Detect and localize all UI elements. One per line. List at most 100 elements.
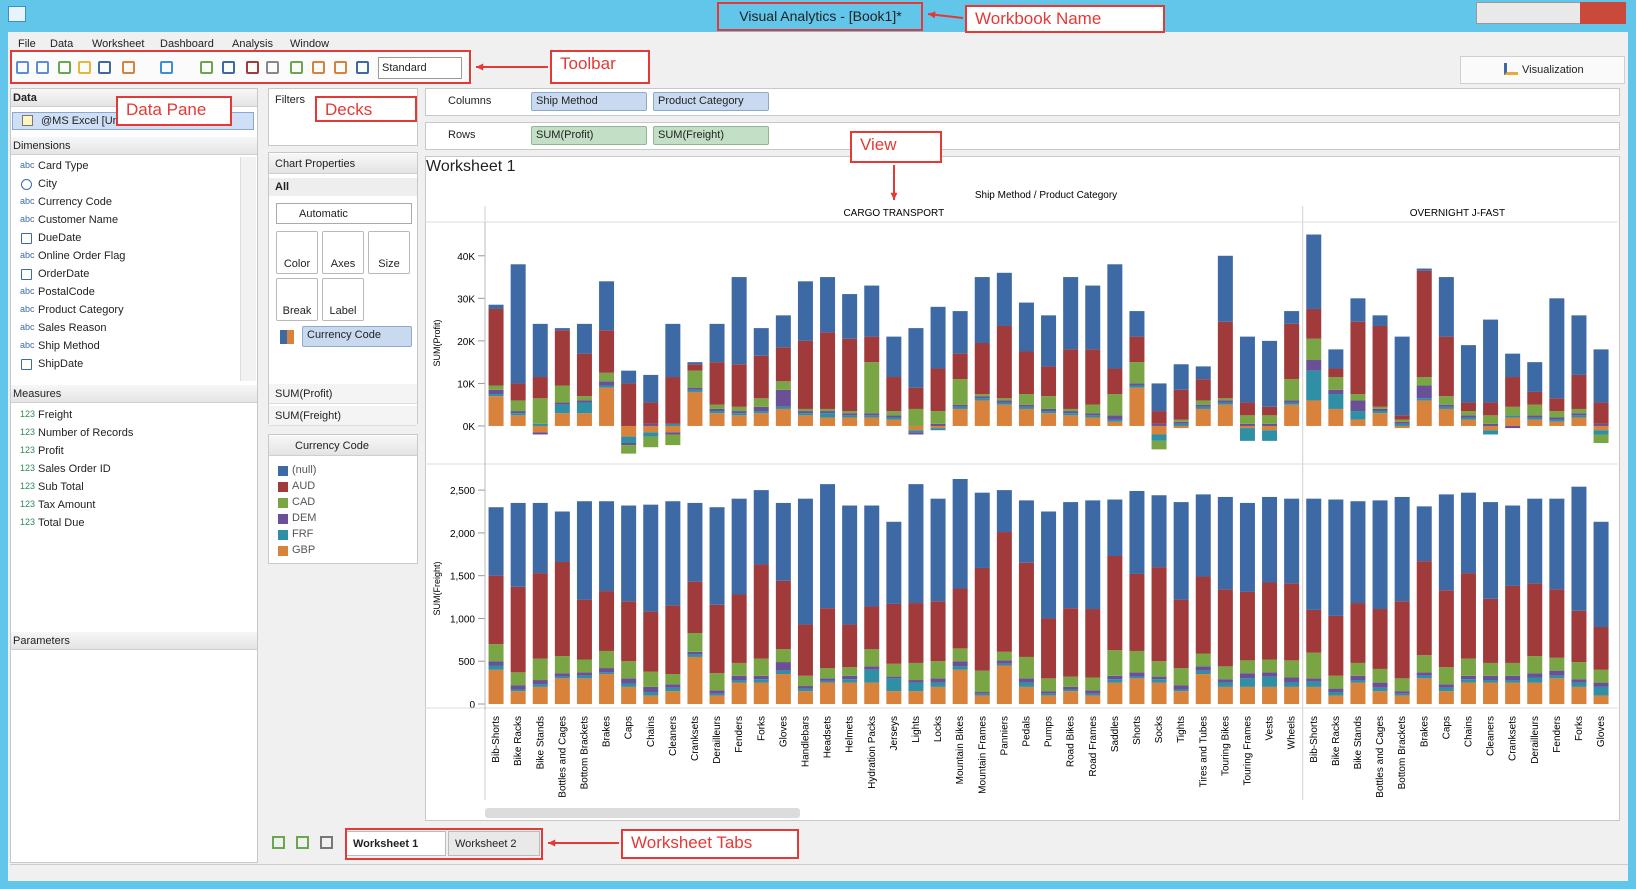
bar-segment [488, 575, 504, 645]
bar-segment [1195, 576, 1211, 654]
property-button[interactable]: Color [276, 231, 318, 274]
field-item[interactable]: Freight [38, 409, 73, 421]
bar-segment [488, 669, 504, 704]
toolbar-icon[interactable] [200, 61, 213, 74]
row-pill[interactable]: SUM(Profit) [531, 126, 647, 145]
field-type-icon: 123 [20, 463, 36, 473]
visualization-button[interactable] [1460, 56, 1625, 84]
legend-label[interactable]: DEM [292, 512, 317, 524]
menu-item[interactable]: Dashboard [160, 38, 214, 50]
toolbar-icon[interactable] [98, 61, 111, 74]
toolbar-icon[interactable] [246, 61, 259, 74]
column-pill[interactable]: Product Category [653, 92, 769, 111]
toolbar-icon[interactable] [356, 61, 369, 74]
bar-segment [1549, 298, 1565, 399]
bar-segment [731, 411, 747, 414]
mark-type-dropdown[interactable]: Automatic [276, 203, 412, 224]
legend-label[interactable]: GBP [292, 544, 316, 556]
field-item[interactable]: Card Type [38, 160, 89, 172]
property-button[interactable]: Size [368, 231, 410, 274]
row-pill[interactable]: SUM(Freight) [653, 126, 769, 145]
bar-segment [1129, 383, 1145, 386]
legend-label[interactable]: FRF [292, 528, 314, 540]
field-item[interactable]: PostalCode [38, 286, 95, 298]
toolbar-icon[interactable] [78, 61, 91, 74]
toolbar-icon[interactable] [16, 61, 29, 74]
field-item[interactable]: Ship Method [38, 340, 100, 352]
field-item[interactable]: Product Category [38, 304, 124, 316]
bar-segment [1394, 421, 1410, 424]
field-item[interactable]: DueDate [38, 232, 82, 244]
property-button[interactable]: Axes [322, 231, 364, 274]
mode-dropdown[interactable]: Standard [378, 57, 462, 79]
bar-segment [753, 679, 769, 683]
bar-segment [1372, 668, 1388, 683]
field-item[interactable]: Total Due [38, 517, 85, 529]
bar-segment [1306, 681, 1322, 687]
field-item[interactable]: Customer Name [38, 214, 119, 226]
scrollbar[interactable] [485, 808, 800, 818]
field-item[interactable]: Online Order Flag [38, 250, 126, 262]
toolbar-icon[interactable] [334, 61, 347, 74]
field-item[interactable]: Sales Order ID [38, 463, 111, 475]
y-tick-label: 1,500 [450, 572, 475, 583]
bar-segment [488, 389, 504, 395]
legend-label[interactable]: AUD [292, 480, 316, 492]
bar-segment [930, 306, 946, 369]
toolbar-icon[interactable] [160, 61, 173, 74]
bar-segment [599, 330, 615, 373]
bar-segment [1195, 379, 1211, 401]
bar-segment [1328, 499, 1344, 616]
bar-segment [532, 425, 548, 433]
close-button[interactable] [1580, 2, 1626, 24]
tab-action[interactable] [320, 836, 333, 849]
field-item[interactable]: Sales Reason [38, 322, 107, 334]
sheet-tab[interactable]: Worksheet 2 [448, 831, 540, 856]
tab-action[interactable] [272, 836, 285, 849]
field-item[interactable]: OrderDate [38, 268, 90, 280]
bar-segment [1505, 505, 1521, 586]
menu-item[interactable]: Data [50, 38, 74, 50]
bar-segment [1306, 360, 1322, 371]
bar-segment [1394, 678, 1410, 692]
tab-action[interactable] [296, 836, 309, 849]
measure-tab[interactable]: SUM(Profit) [269, 384, 417, 404]
column-pill[interactable]: Ship Method [531, 92, 647, 111]
property-button[interactable]: Label [322, 278, 364, 321]
bar-segment [554, 402, 570, 405]
bar-segment [1394, 415, 1410, 420]
field-item[interactable]: City [38, 178, 57, 190]
legend-label[interactable]: (null) [292, 464, 317, 476]
bar-segment [1593, 521, 1609, 627]
toolbar-icon[interactable] [58, 61, 71, 74]
toolbar-icon[interactable] [122, 61, 135, 74]
bar-segment [665, 691, 681, 704]
color-field-pill[interactable]: Currency Code [302, 326, 412, 347]
sheet-tab[interactable]: Worksheet 1 [346, 831, 446, 856]
menu-item[interactable]: Analysis [232, 38, 273, 50]
field-item[interactable]: Currency Code [38, 196, 112, 208]
pane-scrollbar[interactable] [240, 157, 256, 381]
toolbar-icon[interactable] [312, 61, 325, 74]
bar-segment [1195, 494, 1211, 577]
menu-item[interactable]: Worksheet [92, 38, 145, 50]
menu-item[interactable]: Window [290, 38, 330, 50]
field-item[interactable]: Sub Total [38, 481, 84, 493]
toolbar-icon[interactable] [36, 61, 49, 74]
field-item[interactable]: Profit [38, 445, 64, 457]
legend-label[interactable]: CAD [292, 496, 316, 508]
bar-segment [1549, 417, 1565, 420]
menu-item[interactable]: File [18, 38, 36, 50]
property-button[interactable]: Break [276, 278, 318, 321]
legend-swatch [278, 546, 288, 556]
field-item[interactable]: Tax Amount [38, 499, 96, 511]
measure-tab[interactable]: SUM(Freight) [269, 406, 417, 426]
toolbar-icon[interactable] [222, 61, 235, 74]
bar-segment [1284, 402, 1300, 405]
toolbar-icon[interactable] [290, 61, 303, 74]
toolbar-icon[interactable] [266, 61, 279, 74]
bar-segment [687, 581, 703, 633]
field-item[interactable]: ShipDate [38, 358, 84, 370]
field-item[interactable]: Number of Records [38, 427, 134, 439]
